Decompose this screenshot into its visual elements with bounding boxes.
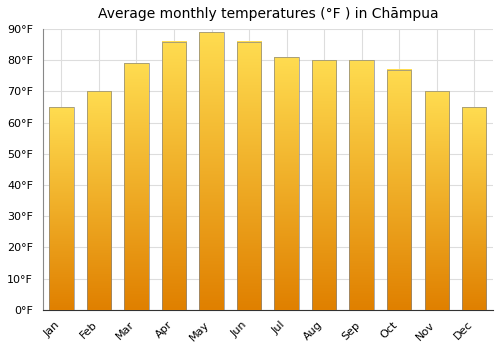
Bar: [462, 107, 486, 310]
Bar: [350, 60, 374, 310]
Bar: [87, 91, 111, 310]
Bar: [200, 32, 224, 310]
Bar: [312, 60, 336, 310]
Bar: [424, 91, 449, 310]
Bar: [387, 70, 411, 310]
Bar: [49, 107, 74, 310]
Bar: [274, 57, 299, 310]
Bar: [162, 42, 186, 310]
Title: Average monthly temperatures (°F ) in Chāmpua: Average monthly temperatures (°F ) in Ch…: [98, 7, 438, 21]
Bar: [237, 42, 262, 310]
Bar: [124, 63, 148, 310]
